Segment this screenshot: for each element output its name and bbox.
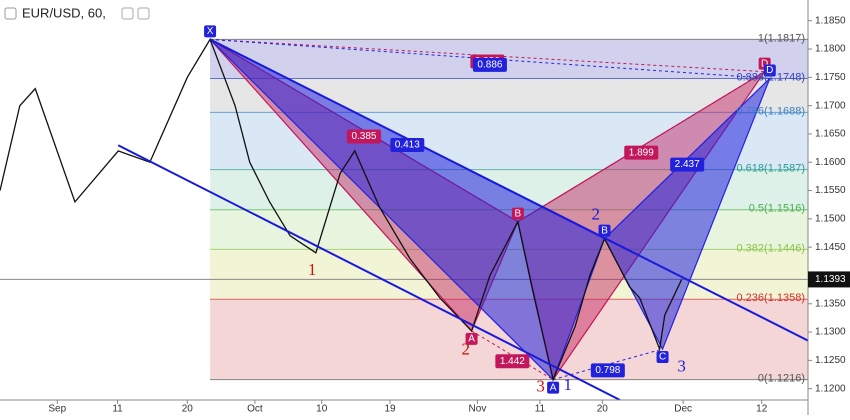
ratio-label: 0.886 [477,60,502,71]
wave-label: 1 [564,375,573,394]
y-tick-label: 1.1200 [815,383,846,394]
point-label: C [659,352,666,363]
ratio-label: 1.442 [500,356,525,367]
y-tick-label: 1.1650 [815,129,846,140]
settings-icon[interactable] [137,7,150,20]
x-tick-label: 11 [112,404,123,415]
x-tick-label: 20 [597,404,609,415]
point-label-box [204,25,217,38]
wave-label: 3 [677,357,686,376]
plot-area: 0.385 1.442 1.899 0.886 A B D 0.413 0.798 2.437 0.… [0,25,808,400]
fib-label: 0.618(1.1587) [737,163,806,175]
point-label-box [511,207,524,220]
ratio-label-box [472,57,507,72]
point-label: A [468,334,475,345]
wave-label: 3 [536,376,545,395]
point-label: A [550,382,557,393]
ratio-label-box [495,354,530,369]
x-tick-label: Dec [674,404,692,415]
y-tick-label: 1.1250 [815,355,846,366]
ratio-label: 1.899 [629,147,654,158]
wave-label: 1 [308,260,317,279]
wave-label: 2 [461,340,470,359]
ratio-label-box [670,157,705,172]
symbol-title: EUR/USD, 60, [22,5,106,20]
fib-label: 0.886(1.1748) [737,71,806,83]
trend-line [209,38,808,342]
x-tick-label: 12 [756,404,768,415]
ratio-label-box [346,129,381,144]
y-tick-label: 1.1300 [815,327,846,338]
y-tick-label: 1.1500 [815,213,846,224]
x-tick-label: 10 [316,404,328,415]
point-label: D [761,58,768,69]
x-tick-label: Nov [469,404,487,415]
fib-label: 1(1.1817) [758,32,805,44]
y-tick-label: 1.1850 [815,15,846,26]
x-tick-label: 19 [384,404,396,415]
fib-label: 0(1.1216) [758,373,805,385]
point-label-box [547,381,560,394]
ratio-label-box [390,138,425,153]
point-label-box [763,64,776,77]
y-tick-label: 1.1550 [815,185,846,196]
ratio-label-box [624,145,659,160]
trend-line [117,144,621,400]
ratio-label: 0.385 [351,131,376,142]
y-tick-label: 1.1800 [815,44,846,55]
fib-label: 0.382(1.1446) [737,242,806,254]
ratio-label: 0.413 [395,140,420,151]
point-label-box [465,332,478,345]
last-price-label: 1.1393 [815,274,846,285]
point-label-box [598,224,611,237]
y-tick-label: 1.1450 [815,242,846,253]
fib-label: 0.786(1.1688) [737,105,806,117]
y-tick-label: 1.1700 [815,100,846,111]
last-price-box [808,271,850,288]
point-label: B [601,225,608,236]
point-label: D [766,65,773,76]
fib-band [210,39,808,79]
y-tick-label: 1.1350 [815,298,846,309]
collapse-icon[interactable] [4,7,17,20]
ratio-label: 0.798 [595,365,620,376]
ratio-leg [471,330,554,381]
point-label: B [515,208,522,219]
y-tick-label: 1.1600 [815,157,846,168]
wave-label: 2 [591,204,600,223]
ratio-label-box [590,363,625,378]
x-tick-label: 20 [182,404,194,415]
ratio-label: 2.437 [675,159,700,170]
y-tick-label: 1.1750 [815,72,846,83]
point-label-box [656,351,669,364]
fib-label: 0.5(1.1516) [749,203,805,215]
x-tick-label: Oct [247,404,263,415]
x-tick-label: Sep [48,404,66,415]
fib-label: 0.236(1.1358) [737,292,806,304]
point-label: X [207,26,214,37]
visibility-icon[interactable] [121,7,134,20]
x-tick-label: 11 [535,404,546,415]
